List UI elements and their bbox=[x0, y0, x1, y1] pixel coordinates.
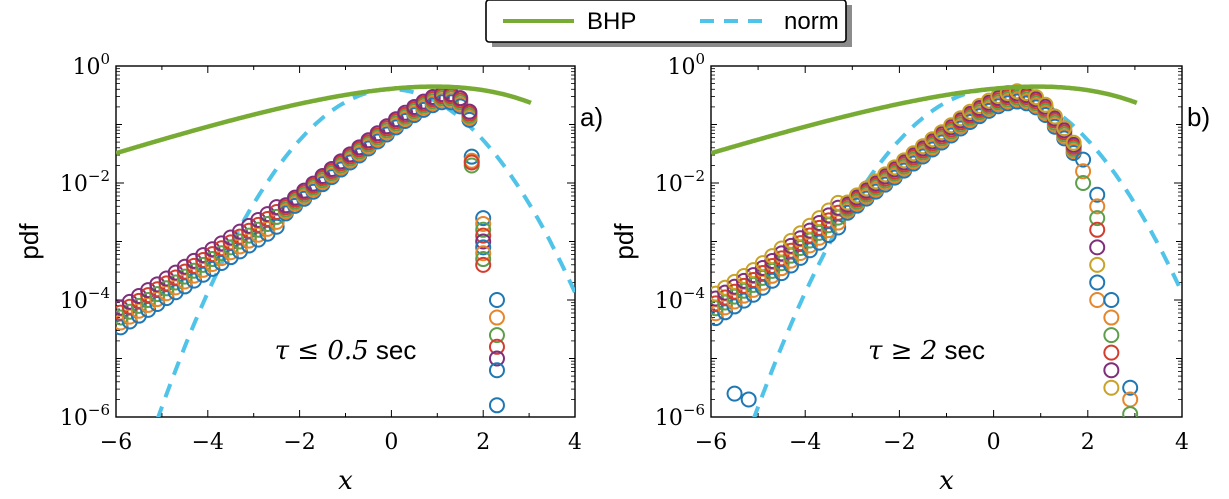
data-marker bbox=[1056, 120, 1073, 137]
x-tick-label: −6 bbox=[695, 430, 727, 455]
y-tick-label: 10−2 bbox=[60, 167, 110, 197]
x-tick-label: 4 bbox=[1175, 430, 1189, 455]
outlier-marker bbox=[1089, 256, 1106, 273]
outlier-marker bbox=[1089, 292, 1106, 308]
plot-area bbox=[116, 84, 575, 417]
x-tick-label: 2 bbox=[476, 430, 490, 455]
outlier-marker bbox=[1089, 186, 1106, 203]
outlier-marker bbox=[488, 327, 505, 344]
y-tick-label: 100 bbox=[72, 50, 110, 80]
outlier-marker bbox=[488, 362, 505, 379]
outlier-marker bbox=[475, 233, 492, 250]
bhp-curve bbox=[711, 84, 1138, 156]
outlier-marker bbox=[1103, 309, 1120, 326]
y-axis-label: pdf bbox=[609, 223, 639, 260]
outlier-marker bbox=[1103, 327, 1120, 344]
outlier-marker bbox=[1075, 175, 1092, 191]
legend-bhp-label: BHP bbox=[587, 8, 636, 35]
y-tick-label: 100 bbox=[667, 50, 705, 80]
data-marker bbox=[971, 97, 988, 114]
outlier-marker bbox=[475, 227, 492, 244]
outlier-marker bbox=[1089, 210, 1106, 227]
outlier-marker bbox=[1089, 221, 1106, 238]
outlier-marker bbox=[488, 292, 505, 308]
data-marker bbox=[1065, 134, 1082, 151]
outlier-marker bbox=[1075, 151, 1092, 168]
outlier-marker bbox=[1075, 163, 1092, 180]
outlier-marker bbox=[1089, 274, 1106, 291]
legend-norm-label: norm bbox=[784, 8, 839, 35]
outlier-marker bbox=[463, 148, 480, 165]
x-tick-label: 2 bbox=[1081, 430, 1095, 455]
outlier-marker bbox=[1089, 198, 1106, 215]
y-tick-label: 10−2 bbox=[655, 167, 705, 197]
tau-annotation: τ ≥ 2 sec bbox=[868, 335, 985, 366]
outlier-marker bbox=[475, 251, 492, 268]
outlier-marker bbox=[726, 385, 743, 402]
outlier-marker bbox=[475, 210, 492, 227]
data-marker bbox=[461, 103, 478, 120]
outlier-marker bbox=[488, 350, 505, 367]
outlier-marker bbox=[1103, 379, 1120, 396]
data-marker bbox=[406, 98, 423, 115]
y-tick-label: 10−6 bbox=[60, 401, 110, 431]
x-tick-label: −2 bbox=[283, 430, 315, 455]
y-tick-label: 10−6 bbox=[655, 401, 705, 431]
x-tick-label: −6 bbox=[100, 430, 132, 455]
panel-label: b) bbox=[1187, 102, 1210, 132]
y-axis-label: pdf bbox=[14, 223, 44, 260]
y-tick-label: 10−4 bbox=[655, 284, 705, 314]
outlier-marker bbox=[488, 309, 505, 326]
x-tick-label: 4 bbox=[568, 430, 582, 455]
panel-label: a) bbox=[580, 102, 603, 132]
plot-area bbox=[711, 83, 1182, 417]
outlier-marker bbox=[475, 215, 492, 232]
outlier-marker bbox=[1103, 292, 1120, 308]
data-marker bbox=[424, 89, 441, 106]
outlier-marker bbox=[475, 221, 492, 238]
panel-b: −6 −4 −2 0 2 4 10−6 10−4 10−2 100 x pdf b) τ ≥ 2 sec bbox=[609, 50, 1210, 496]
data-marker bbox=[1037, 96, 1054, 113]
x-axis-label: x bbox=[939, 466, 954, 496]
x-tick-label: −4 bbox=[192, 430, 224, 455]
panel-a: −6 −4 −2 0 2 4 10−6 10−4 10−2 100 x pdf a) τ ≤ 0.5 se… bbox=[14, 50, 603, 496]
outlier-marker bbox=[475, 239, 492, 256]
y-tick-label: 10−4 bbox=[60, 284, 110, 314]
outlier-marker bbox=[475, 245, 492, 262]
x-tick-label: −2 bbox=[883, 430, 915, 455]
outlier-marker bbox=[1122, 406, 1139, 417]
x-axis-label: x bbox=[338, 466, 353, 496]
data-marker bbox=[1046, 108, 1063, 125]
data-marker bbox=[830, 199, 847, 216]
outlier-marker bbox=[740, 391, 757, 408]
bhp-curve bbox=[116, 84, 532, 156]
outlier-marker bbox=[1089, 239, 1106, 256]
outlier-marker bbox=[488, 338, 505, 355]
x-tick-label: −4 bbox=[789, 430, 821, 455]
data-marker bbox=[415, 93, 432, 110]
outlier-marker bbox=[488, 397, 505, 414]
outlier-marker bbox=[463, 154, 480, 171]
outlier-marker bbox=[1103, 362, 1120, 379]
data-marker bbox=[452, 90, 469, 107]
legend-box bbox=[485, 0, 847, 43]
x-tick-label: 0 bbox=[987, 430, 1001, 455]
outlier-marker bbox=[475, 256, 492, 273]
x-tick-label: 0 bbox=[384, 430, 398, 455]
tau-annotation: τ ≤ 0.5 sec bbox=[275, 335, 417, 366]
outlier-marker bbox=[1103, 344, 1120, 361]
legend: BHP norm bbox=[485, 0, 852, 47]
outlier-marker bbox=[1122, 379, 1139, 396]
